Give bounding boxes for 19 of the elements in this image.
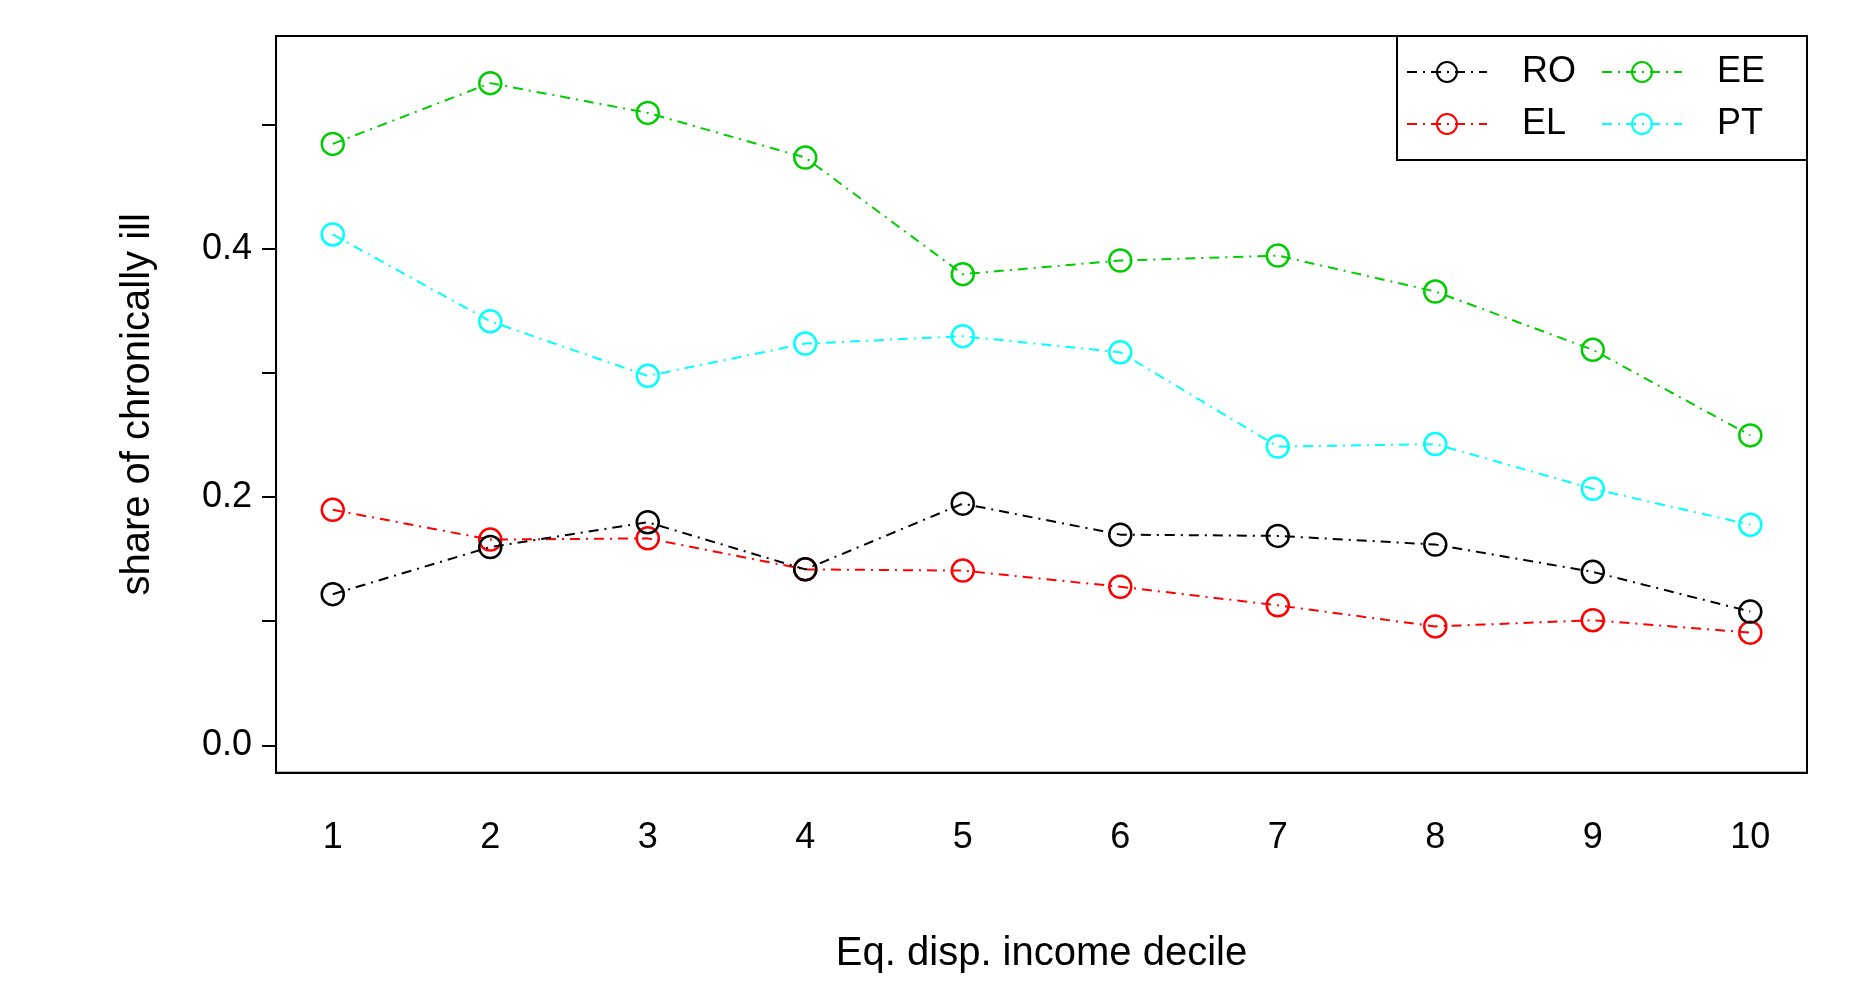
x-tick-label: 9 (1582, 815, 1603, 857)
x-tick-label: 8 (1425, 815, 1446, 857)
x-tick-label: 2 (480, 815, 501, 857)
y-tick-label: 0.2 (202, 474, 253, 516)
legend-label: RO (1522, 48, 1576, 90)
x-tick-label: 6 (1110, 815, 1131, 857)
x-tick-label: 5 (952, 815, 973, 857)
legend-label: PT (1717, 100, 1764, 142)
x-axis-title: Eq. disp. income decile (835, 929, 1248, 974)
x-tick-label: 10 (1730, 815, 1771, 857)
x-tick-label: 3 (637, 815, 658, 857)
y-tick-label: 0.4 (202, 226, 253, 268)
y-tick-label: 0.0 (202, 722, 253, 764)
y-axis-title: share of chronically ill (113, 213, 158, 596)
x-tick-label: 7 (1267, 815, 1288, 857)
x-tick-label: 4 (795, 815, 816, 857)
legend-label: EE (1717, 48, 1766, 90)
legend-label: EL (1522, 100, 1567, 142)
x-tick-label: 1 (322, 815, 343, 857)
